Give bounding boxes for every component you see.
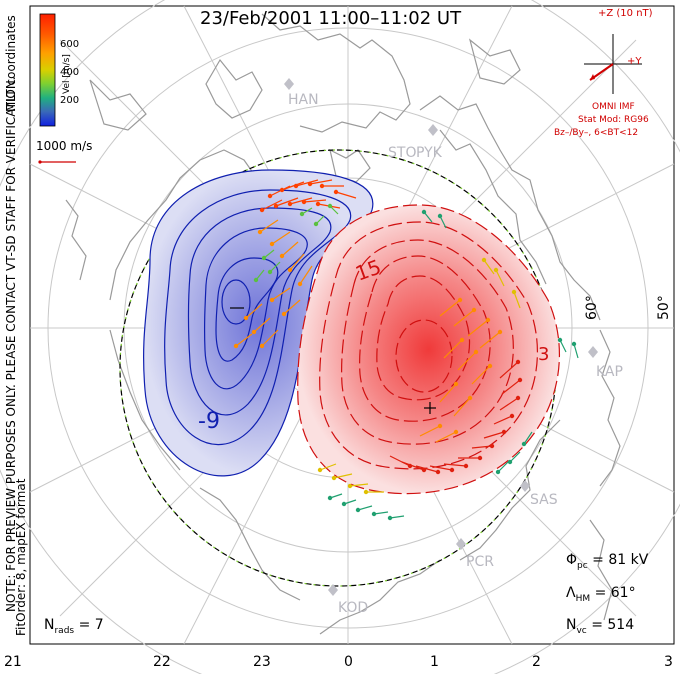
stat-n-vc: Nvc = 514 [566,617,634,636]
plot-frame [29,5,675,645]
stat-n-vc-symbol: N [566,617,577,633]
vector-cluster-dawn-fast [389,359,523,475]
mlt-label-0: 0 [344,654,353,670]
fit-order-label: FitOrder: 8, mapEX format [14,478,28,636]
colorbar-tick-600: 600 [60,39,80,50]
radar-label-han: HAN [288,92,319,108]
mlt-label-21: 21 [4,654,22,670]
colorbar [39,13,56,127]
vector-cluster-dusk-top [259,179,357,213]
velocity-vectors [233,179,579,521]
stat-n-rads-sub: rads [54,625,75,636]
colorbar-tick-200: 200 [60,95,80,106]
radar-label-sas: SAS [530,492,558,508]
positive-potential-cell: 15 3 [297,204,561,495]
negative-contour-label: -9 [198,409,220,434]
radar-label-kod: KOD [338,600,369,616]
stat-phi-pc-symbol: Φ [566,552,578,568]
imf-z-label: +Z (10 nT) [598,8,653,19]
vector-cluster-dawn-mid [419,297,503,443]
stat-n-rads: Nrads = 7 [44,617,104,636]
mlt-label-3: 3 [664,654,673,670]
negative-potential-cell: -9 [143,169,374,477]
mlt-label-22: 22 [153,654,171,670]
stat-n-vc-sub: vc [576,625,587,636]
stat-n-rads-symbol: N [44,617,55,633]
imf-y-label: +Y [627,56,642,67]
map-title: 23/Feb/2001 11:00–11:02 UT [200,8,462,29]
imf-clock-dial [584,34,642,94]
radar-label-pcr: PCR [466,554,494,570]
coastlines [65,13,621,635]
stat-phi-pc-sub: pc [577,560,588,571]
stat-lambda-hm-symbol: Λ [566,585,576,601]
stat-n-rads-value: = 7 [78,617,104,633]
radar-site-markers [284,78,598,596]
radar-label-sto: STO [388,145,417,161]
edge-contour-label: 3 [538,344,549,365]
stat-lambda-hm-sub: HM [575,593,591,604]
imf-model: Stat Mod: RG96 [578,115,649,125]
colorbar-tick-400: 400 [60,67,80,78]
stat-phi-pc-value: = 81 kV [592,552,649,568]
vector-cluster-dawn-slow [327,209,579,521]
reference-vector-label: 1000 m/s [36,139,93,153]
vector-cluster-dawn-yellow [317,257,521,495]
imf-conditions: Bz–/By–, 6<BT<12 [554,128,639,138]
latitude-label-60: 60° [584,295,600,320]
imf-source: OMNI IMF [592,102,635,112]
stat-n-vc-value: = 514 [591,617,635,633]
vector-cluster-dusk-slow [253,203,339,283]
mlt-label-1: 1 [430,654,439,670]
radar-label-kap: KAP [596,364,623,380]
stat-phi-pc: Φpc = 81 kV [566,552,648,571]
stat-lambda-hm-value: = 61° [594,585,636,601]
stat-lambda-hm: ΛHM = 61° [566,585,636,604]
latitude-label-50: 50° [656,295,672,320]
vector-cluster-dusk-mid [233,219,313,349]
mlt-label-2: 2 [532,654,541,670]
radar-label-pyk: PYK [416,145,442,161]
mlt-label-23: 23 [253,654,271,670]
